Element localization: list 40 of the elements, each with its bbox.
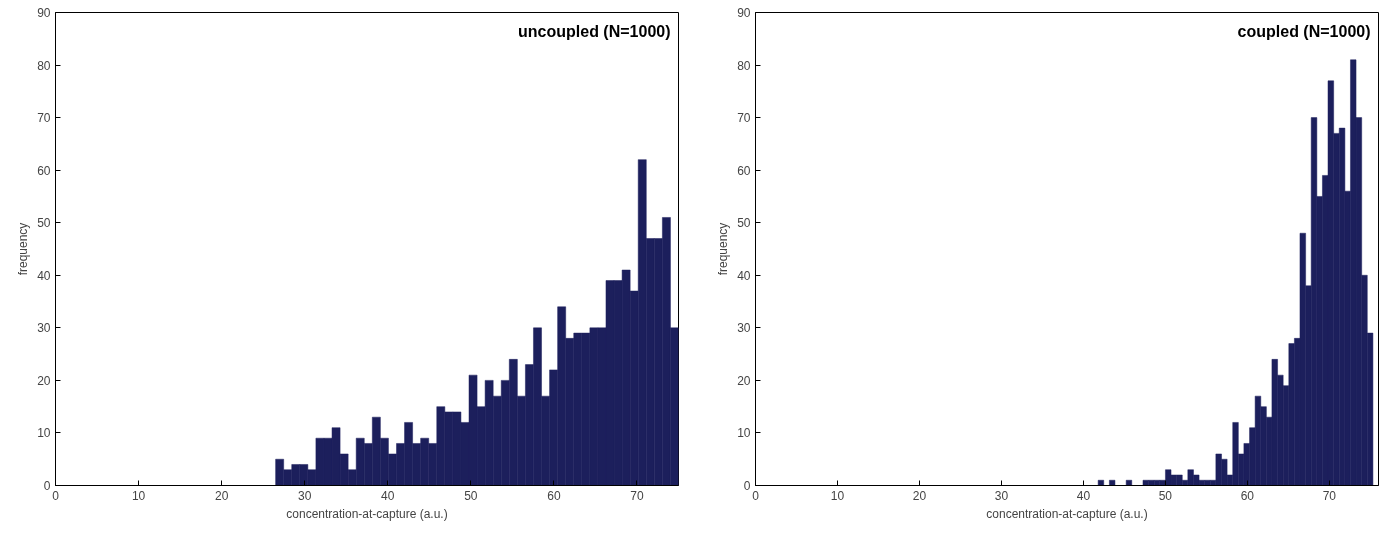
x-tick-label: 30 xyxy=(298,488,312,503)
y-tick-label: 50 xyxy=(737,216,751,231)
y-tick-label: 10 xyxy=(37,426,51,441)
y-axis-title: frequency xyxy=(16,222,31,276)
y-tick-label: 60 xyxy=(737,163,751,178)
y-tick-label: 50 xyxy=(37,216,51,231)
x-tick-label: 10 xyxy=(830,488,845,503)
x-tick-label: 30 xyxy=(994,488,1009,503)
x-tick-label: 60 xyxy=(547,488,561,503)
x-tick-label: 20 xyxy=(214,488,229,503)
y-tick-label: 90 xyxy=(37,6,51,20)
y-tick-label: 90 xyxy=(737,6,751,20)
y-tick-label: 40 xyxy=(37,268,51,283)
x-tick-label: 40 xyxy=(1076,488,1091,503)
y-tick-label: 70 xyxy=(37,111,51,126)
y-tick-label: 30 xyxy=(37,321,51,336)
y-tick-label: 0 xyxy=(743,479,751,493)
x-tick-label: 50 xyxy=(1158,488,1173,503)
x-tick-label: 10 xyxy=(131,488,146,503)
x-tick-label: 40 xyxy=(381,488,395,503)
y-tick-label: 70 xyxy=(737,111,751,126)
y-tick-label: 80 xyxy=(737,58,751,73)
y-tick-label: 20 xyxy=(37,373,51,388)
y-tick-label: 60 xyxy=(37,163,51,178)
x-tick-label: 20 xyxy=(912,488,927,503)
y-tick-label: 10 xyxy=(737,426,751,441)
x-tick-label: 70 xyxy=(1322,488,1337,503)
y-tick-label: 0 xyxy=(43,479,51,493)
y-axis-title: frequency xyxy=(716,222,731,276)
annotation: coupled (N=1000) xyxy=(1237,22,1371,40)
annotation: uncoupled (N=1000) xyxy=(518,22,671,40)
x-tick-label: 50 xyxy=(464,488,478,503)
y-tick-label: 40 xyxy=(737,268,751,283)
x-tick-label: 70 xyxy=(630,488,644,503)
y-tick-label: 80 xyxy=(37,58,51,73)
x-axis-title: concentration-at-capture (a.u.) xyxy=(986,506,1148,521)
x-axis-title: concentration-at-capture (a.u.) xyxy=(286,506,448,521)
x-tick-label: 60 xyxy=(1240,488,1255,503)
y-tick-label: 20 xyxy=(737,373,751,388)
y-tick-label: 30 xyxy=(737,321,751,336)
